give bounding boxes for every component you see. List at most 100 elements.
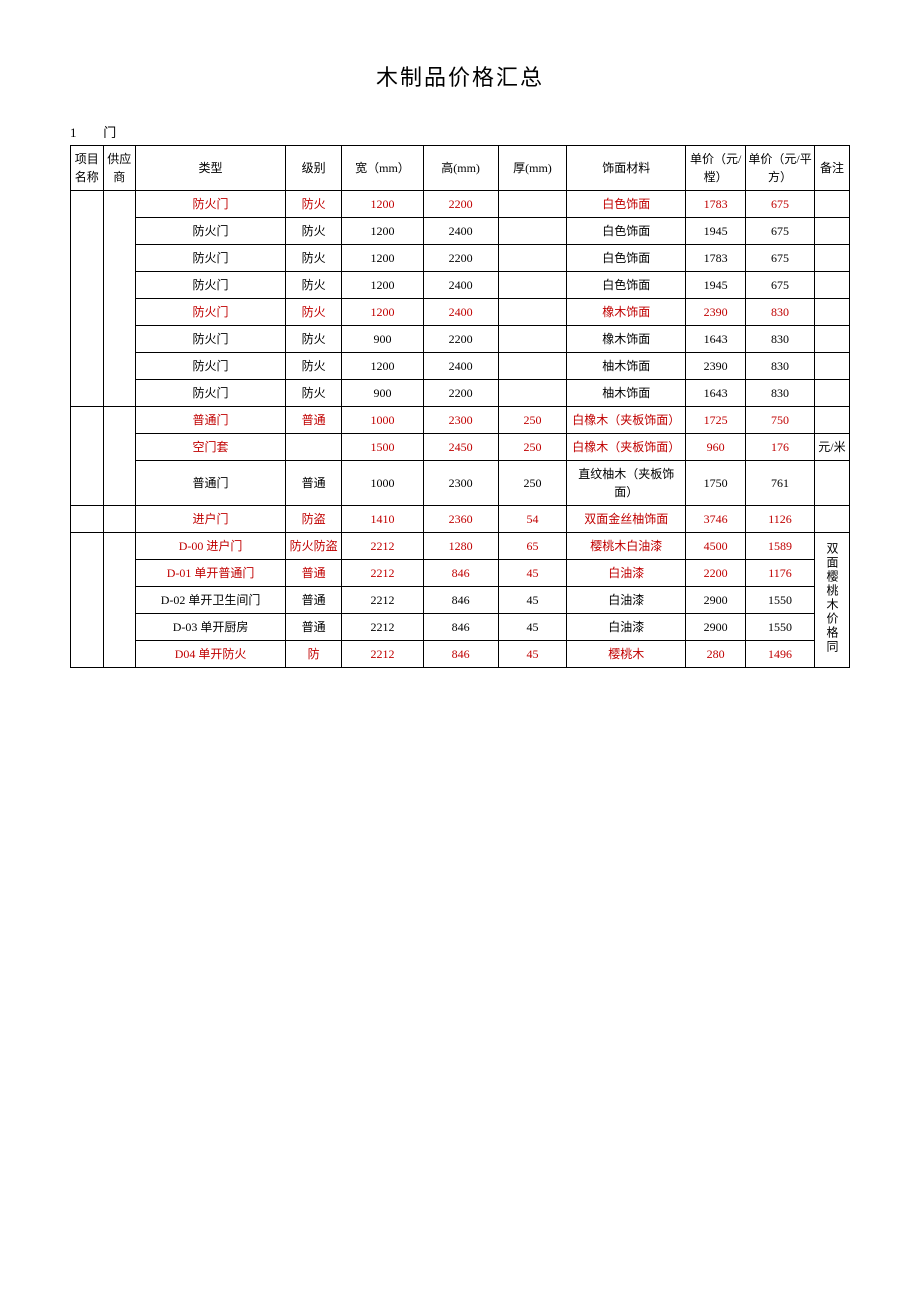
cell-remark: 双面樱桃木价格同 xyxy=(814,533,849,668)
cell-price1: 2390 xyxy=(686,353,746,380)
table-row: D-03 单开厨房普通221284645白油漆29001550 xyxy=(71,614,850,641)
cell-price1: 960 xyxy=(686,434,746,461)
cell-thick: 45 xyxy=(498,614,567,641)
cell-thick xyxy=(498,299,567,326)
cell-thick: 250 xyxy=(498,461,567,506)
cell-price2: 830 xyxy=(746,353,815,380)
cell-material: 樱桃木 xyxy=(567,641,686,668)
cell-width: 900 xyxy=(342,380,423,407)
header-price-sqm: 单价（元/平方） xyxy=(746,146,815,191)
cell-thick: 54 xyxy=(498,506,567,533)
cell-height: 2360 xyxy=(423,506,498,533)
cell-remark xyxy=(814,326,849,353)
cell-thick: 45 xyxy=(498,641,567,668)
cell-level: 普通 xyxy=(286,560,342,587)
cell-price1: 1783 xyxy=(686,245,746,272)
cell-level: 普通 xyxy=(286,461,342,506)
table-row: D-02 单开卫生间门普通221284645白油漆29001550 xyxy=(71,587,850,614)
cell-thick xyxy=(498,380,567,407)
table-row: D-00 进户门防火防盗2212128065樱桃木白油漆45001589双面樱桃… xyxy=(71,533,850,560)
cell-height: 2400 xyxy=(423,353,498,380)
cell-price1: 1945 xyxy=(686,218,746,245)
cell-height: 2200 xyxy=(423,245,498,272)
cell-type: 防火门 xyxy=(136,353,286,380)
cell-remark xyxy=(814,191,849,218)
table-row: D04 单开防火防221284645樱桃木2801496 xyxy=(71,641,850,668)
cell-price2: 830 xyxy=(746,299,815,326)
cell-type: D-01 单开普通门 xyxy=(136,560,286,587)
cell-level: 防火 xyxy=(286,299,342,326)
cell-width: 1500 xyxy=(342,434,423,461)
cell-height: 846 xyxy=(423,614,498,641)
cell-price1: 1945 xyxy=(686,272,746,299)
cell-price2: 1589 xyxy=(746,533,815,560)
cell-price1: 1750 xyxy=(686,461,746,506)
cell-width: 1200 xyxy=(342,299,423,326)
cell-width: 2212 xyxy=(342,587,423,614)
cell-width: 900 xyxy=(342,326,423,353)
cell-remark xyxy=(814,299,849,326)
cell-supplier xyxy=(103,191,136,407)
cell-remark xyxy=(814,272,849,299)
cell-supplier xyxy=(103,506,136,533)
cell-project xyxy=(71,191,104,407)
cell-height: 846 xyxy=(423,641,498,668)
cell-thick xyxy=(498,272,567,299)
cell-type: 防火门 xyxy=(136,272,286,299)
cell-type: 进户门 xyxy=(136,506,286,533)
cell-height: 2300 xyxy=(423,461,498,506)
table-body: 防火门防火12002200白色饰面1783675防火门防火12002400白色饰… xyxy=(71,191,850,668)
cell-price1: 2390 xyxy=(686,299,746,326)
cell-price2: 1126 xyxy=(746,506,815,533)
cell-material: 白橡木（夹板饰面） xyxy=(567,434,686,461)
cell-project xyxy=(71,506,104,533)
cell-remark xyxy=(814,461,849,506)
cell-width: 1000 xyxy=(342,461,423,506)
cell-thick: 250 xyxy=(498,407,567,434)
cell-height: 2200 xyxy=(423,380,498,407)
cell-remark xyxy=(814,407,849,434)
cell-height: 1280 xyxy=(423,533,498,560)
cell-type: 防火门 xyxy=(136,299,286,326)
cell-material: 白色饰面 xyxy=(567,245,686,272)
section-label: 1 门 xyxy=(70,122,850,141)
cell-height: 2400 xyxy=(423,218,498,245)
cell-width: 2212 xyxy=(342,641,423,668)
table-row: 普通门普通10002300250直纹柚木（夹板饰面）1750761 xyxy=(71,461,850,506)
cell-level: 防火防盗 xyxy=(286,533,342,560)
cell-remark: 元/米 xyxy=(814,434,849,461)
cell-thick xyxy=(498,191,567,218)
cell-price2: 1176 xyxy=(746,560,815,587)
cell-thick: 65 xyxy=(498,533,567,560)
header-remark: 备注 xyxy=(814,146,849,191)
cell-thick xyxy=(498,245,567,272)
cell-material: 樱桃木白油漆 xyxy=(567,533,686,560)
cell-height: 2400 xyxy=(423,299,498,326)
cell-material: 直纹柚木（夹板饰面） xyxy=(567,461,686,506)
cell-level: 防火 xyxy=(286,353,342,380)
table-row: 防火门防火12002400柚木饰面2390830 xyxy=(71,353,850,380)
table-row: 防火门防火12002200白色饰面1783675 xyxy=(71,191,850,218)
cell-price2: 830 xyxy=(746,380,815,407)
cell-remark xyxy=(814,245,849,272)
cell-material: 白色饰面 xyxy=(567,191,686,218)
cell-type: 空门套 xyxy=(136,434,286,461)
cell-thick: 250 xyxy=(498,434,567,461)
header-material: 饰面材料 xyxy=(567,146,686,191)
table-row: 进户门防盗1410236054双面金丝柚饰面37461126 xyxy=(71,506,850,533)
cell-level: 防火 xyxy=(286,191,342,218)
cell-height: 2400 xyxy=(423,272,498,299)
cell-remark xyxy=(814,506,849,533)
header-level: 级别 xyxy=(286,146,342,191)
cell-level: 防火 xyxy=(286,245,342,272)
cell-material: 橡木饰面 xyxy=(567,326,686,353)
cell-width: 2212 xyxy=(342,614,423,641)
header-height: 高(mm) xyxy=(423,146,498,191)
cell-level xyxy=(286,434,342,461)
cell-price2: 1496 xyxy=(746,641,815,668)
cell-type: 防火门 xyxy=(136,191,286,218)
header-row: 项目名称 供应商 类型 级别 宽（mm） 高(mm) 厚(mm) 饰面材料 单价… xyxy=(71,146,850,191)
cell-remark xyxy=(814,353,849,380)
cell-price2: 750 xyxy=(746,407,815,434)
cell-level: 普通 xyxy=(286,614,342,641)
